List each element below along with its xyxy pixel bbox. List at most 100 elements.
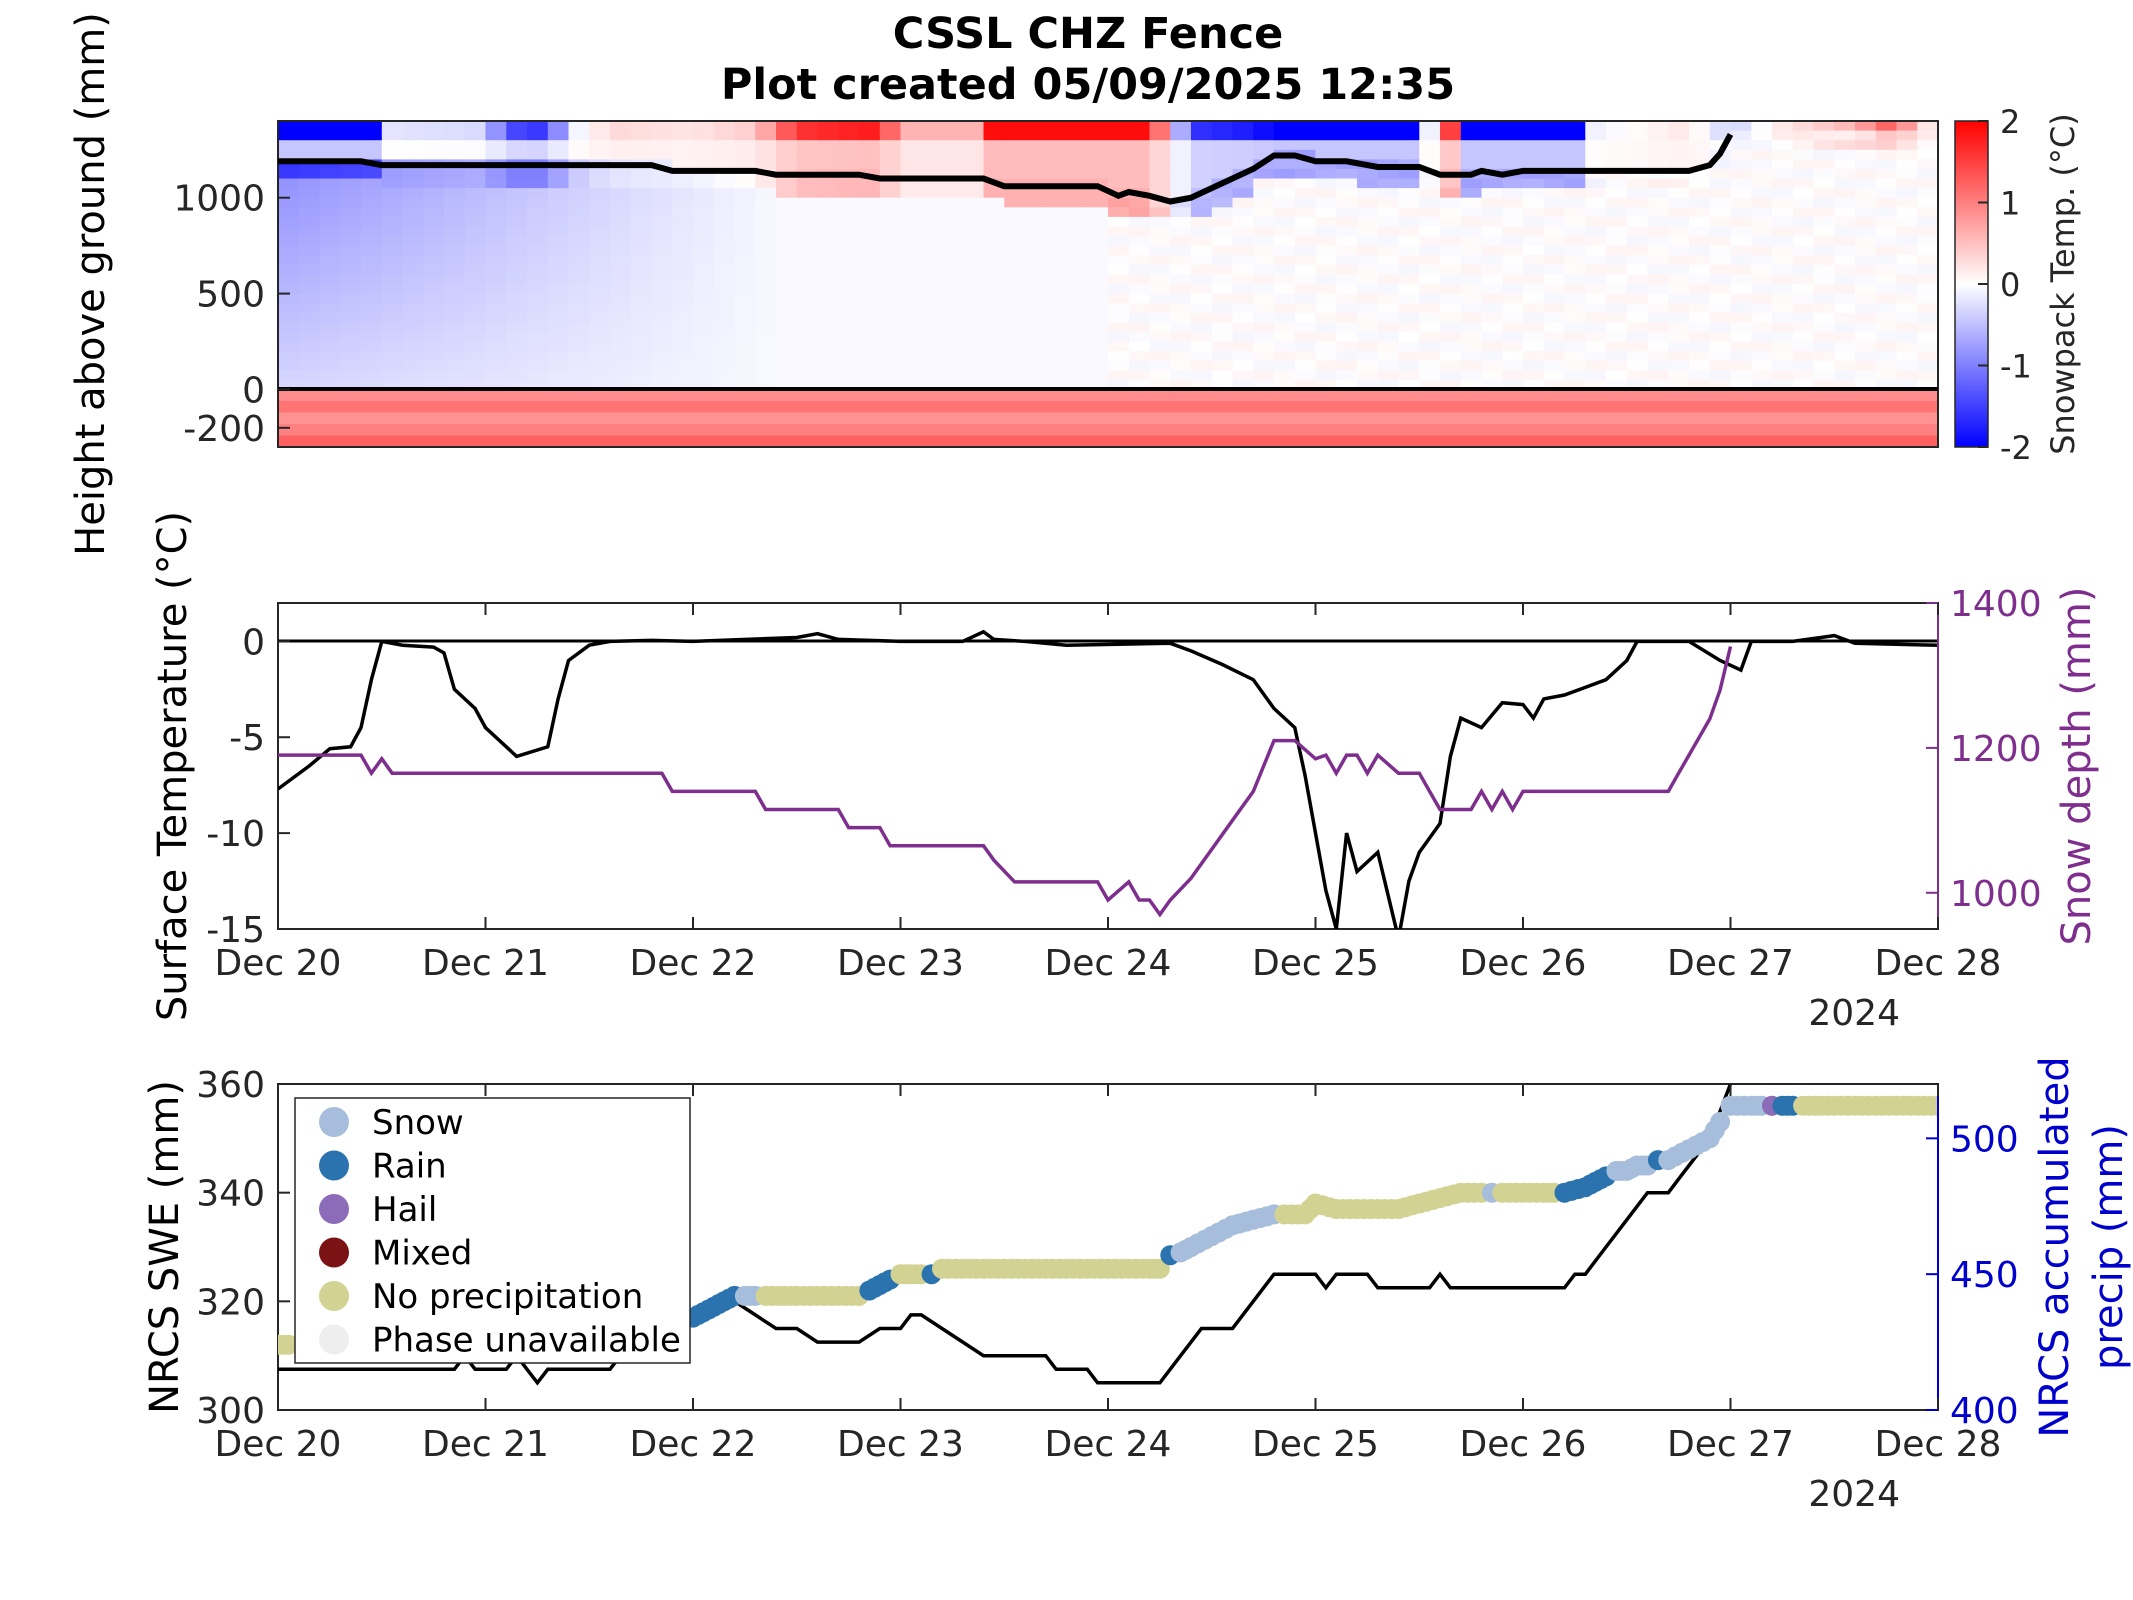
soil-layer: [278, 412, 1938, 425]
heatmap-cell: [983, 351, 1005, 362]
heatmap-cell: [1025, 274, 1047, 285]
heatmap-cell: [444, 284, 466, 295]
heatmap-cell: [1751, 188, 1773, 199]
heatmap-cell: [1647, 293, 1669, 304]
heatmap-cell: [1419, 293, 1441, 304]
heatmap-cell: [921, 216, 943, 228]
heatmap-cell: [1689, 360, 1711, 371]
heatmap-cell: [1647, 121, 1669, 132]
heatmap-cell: [1751, 236, 1773, 247]
heatmap-cell: [1066, 322, 1088, 333]
heatmap-cell: [444, 379, 466, 391]
heatmap-cell: [859, 197, 881, 208]
heatmap-cell: [1709, 236, 1732, 247]
heatmap-cell: [547, 312, 570, 323]
heatmap-cell: [1668, 379, 1690, 391]
heatmap-cell: [423, 341, 445, 352]
colorbar-tick-label: -1: [2000, 348, 2032, 386]
heatmap-cell: [1689, 121, 1711, 132]
heatmap-cell: [1772, 168, 1794, 180]
heatmap-cell: [361, 121, 383, 132]
heatmap-cell: [485, 140, 507, 151]
heatmap-cell: [1045, 293, 1068, 304]
heatmap-cell: [423, 312, 445, 323]
heatmap-cell: [1792, 226, 1815, 237]
heatmap-cell: [1253, 264, 1275, 275]
heatmap-cell: [693, 188, 715, 199]
heatmap-cell: [1211, 140, 1234, 151]
precip-y-tick-label: 450: [1950, 1255, 2019, 1296]
heatmap-cell: [879, 226, 902, 237]
heatmap-cell: [1917, 331, 1938, 343]
heatmap-cell: [423, 197, 445, 208]
heatmap-cell: [1543, 149, 1566, 160]
heatmap-cell: [1834, 331, 1856, 343]
heatmap-cell: [1460, 130, 1483, 141]
heatmap-cell: [796, 351, 819, 362]
heatmap-cell: [1647, 255, 1669, 266]
heatmap-cell: [589, 178, 611, 189]
heatmap-cell: [361, 226, 383, 237]
heatmap-cell: [1211, 303, 1234, 314]
legend-marker: [319, 1150, 349, 1181]
heatmap-cell: [1377, 274, 1400, 285]
heatmap-cell: [1170, 168, 1192, 180]
heatmap-cell: [547, 379, 570, 391]
heatmap-cell: [1917, 140, 1938, 151]
heatmap-cell: [1419, 140, 1441, 151]
heatmap-cell: [693, 274, 715, 285]
heatmap-cell: [776, 207, 798, 218]
heatmap-cell: [630, 197, 653, 208]
heatmap-cell: [464, 312, 487, 323]
heatmap-cell: [921, 379, 943, 391]
heatmap-cell: [444, 216, 466, 228]
heatmap-cell: [1398, 188, 1420, 199]
heatmap-cell: [381, 274, 404, 285]
heatmap-cell: [672, 178, 694, 189]
heatmap-cell: [547, 178, 570, 189]
heatmap-cell: [1481, 351, 1503, 362]
heatmap-cell: [1108, 379, 1130, 391]
heatmap-cell: [1689, 149, 1711, 160]
heatmap-cell: [464, 197, 487, 208]
heatmap-cell: [1585, 236, 1607, 247]
heatmap-cell: [838, 331, 860, 343]
heatmap-cell: [1232, 274, 1254, 285]
heatmap-cell: [1191, 284, 1213, 295]
heatmap-cell: [1543, 207, 1566, 218]
heatmap-cell: [319, 255, 341, 266]
heatmap-cell: [298, 255, 321, 266]
heatmap-cell: [527, 322, 549, 333]
heatmap-cell: [319, 149, 341, 160]
heatmap-cell: [630, 216, 653, 228]
heatmap-cell: [547, 188, 570, 199]
heatmap-cell: [1855, 303, 1877, 314]
heatmap-cell: [1523, 293, 1545, 304]
heatmap-cell: [1170, 293, 1192, 304]
heatmap-cell: [1647, 370, 1669, 381]
heatmap-cell: [444, 322, 466, 333]
heatmap-cell: [1357, 370, 1379, 381]
heatmap-cell: [610, 322, 632, 333]
heatmap-cell: [651, 351, 673, 362]
colorbar-tick-label: 2: [2000, 103, 2020, 141]
heatmap-cell: [879, 245, 902, 256]
heatmap-cell: [298, 226, 321, 237]
heatmap-cell: [1191, 121, 1213, 132]
heatmap-cell: [921, 331, 943, 343]
heatmap-cell: [1149, 284, 1171, 295]
heatmap-cell: [921, 130, 943, 141]
heatmap-cell: [485, 264, 507, 275]
precip-y-label-2: precip (mm): [2086, 1124, 2132, 1370]
heatmap-cell: [1543, 226, 1566, 237]
heatmap-cell: [1191, 331, 1213, 343]
heatmap-cell: [1834, 351, 1856, 362]
heatmap-cell: [1792, 379, 1815, 391]
heatmap-cell: [734, 140, 756, 151]
heatmap-cell: [1751, 264, 1773, 275]
heatmap-cell: [630, 207, 653, 218]
heatmap-cell: [1419, 226, 1441, 237]
heatmap-cell: [1440, 293, 1462, 304]
legend-marker: [319, 1324, 349, 1355]
